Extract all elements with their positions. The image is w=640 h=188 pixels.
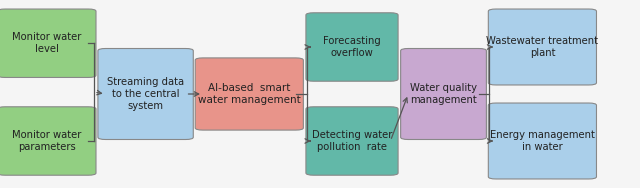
FancyBboxPatch shape bbox=[98, 49, 193, 139]
Text: AI-based  smart
water management: AI-based smart water management bbox=[198, 83, 301, 105]
Text: Wastewater treatment
plant: Wastewater treatment plant bbox=[486, 36, 598, 58]
Text: Monitor water
parameters: Monitor water parameters bbox=[12, 130, 81, 152]
FancyBboxPatch shape bbox=[306, 13, 398, 81]
FancyBboxPatch shape bbox=[195, 58, 303, 130]
Text: Energy management
in water: Energy management in water bbox=[490, 130, 595, 152]
FancyBboxPatch shape bbox=[0, 107, 96, 175]
FancyBboxPatch shape bbox=[488, 9, 596, 85]
FancyBboxPatch shape bbox=[306, 107, 398, 175]
Text: Monitor water
level: Monitor water level bbox=[12, 33, 81, 54]
Text: Water quality
management: Water quality management bbox=[410, 83, 477, 105]
FancyBboxPatch shape bbox=[0, 9, 96, 77]
Text: Detecting water
pollution  rate: Detecting water pollution rate bbox=[312, 130, 392, 152]
FancyBboxPatch shape bbox=[488, 103, 596, 179]
Text: Streaming data
to the central
system: Streaming data to the central system bbox=[107, 77, 184, 111]
FancyBboxPatch shape bbox=[401, 49, 486, 139]
Text: Forecasting
overflow: Forecasting overflow bbox=[323, 36, 381, 58]
